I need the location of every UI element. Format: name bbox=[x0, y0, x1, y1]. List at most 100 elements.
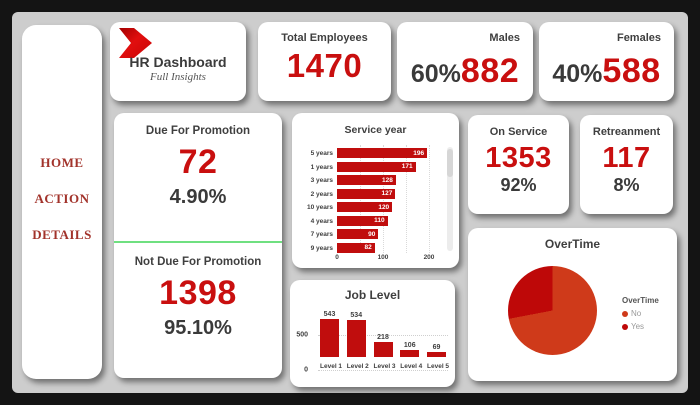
app-title: HR Dashboard bbox=[129, 54, 227, 70]
total-employees-value: 1470 bbox=[286, 47, 363, 84]
on-service-value: 1353 bbox=[485, 142, 552, 174]
males-percent: 60% bbox=[410, 60, 461, 88]
legend-dot-icon bbox=[622, 310, 628, 317]
logo-card: HR Dashboard Full Insights bbox=[110, 22, 246, 101]
retreanment-card: Retreanment 117 8% bbox=[580, 115, 673, 214]
bar-Level-2[interactable] bbox=[346, 319, 366, 357]
job-level-column: 69 bbox=[427, 308, 446, 357]
bar-value-label: 196 bbox=[413, 149, 425, 157]
job-level-column: 534 bbox=[346, 308, 366, 357]
males-card: Males 60% 882 bbox=[397, 22, 533, 101]
scrollbar-thumb[interactable] bbox=[447, 149, 453, 177]
bar-10-years[interactable]: 120 bbox=[337, 202, 393, 212]
bar-5-years[interactable]: 196 bbox=[337, 148, 428, 158]
legend-label: No bbox=[631, 309, 642, 318]
x-axis-tick: 200 bbox=[423, 254, 435, 261]
service-year-row: 7 years 90 bbox=[292, 228, 459, 241]
males-value: 882 bbox=[460, 52, 520, 90]
total-employees-card: Total Employees 1470 bbox=[258, 22, 391, 101]
gridline bbox=[383, 145, 384, 253]
gridline bbox=[360, 145, 361, 253]
job-level-plot: 0 500 543 534 218 106 69 Level 1 Level 2 Level 3 L… bbox=[296, 308, 450, 374]
bar-value-label: 90 bbox=[368, 230, 376, 238]
overtime-legend-title: OverTime bbox=[622, 296, 659, 305]
bar-value-label: 534 bbox=[350, 311, 363, 319]
legend-dot-icon bbox=[622, 323, 628, 330]
category-label: 4 years bbox=[310, 217, 333, 225]
green-divider bbox=[114, 241, 282, 243]
y-axis-tick: 500 bbox=[296, 331, 308, 339]
sidebar-item-details[interactable]: DETAILS bbox=[32, 227, 92, 242]
females-title: Females bbox=[616, 32, 661, 44]
scrollbar-track[interactable] bbox=[447, 147, 453, 251]
chevron-arrow-icon bbox=[119, 28, 152, 58]
service-year-chart-title: Service year bbox=[344, 124, 407, 136]
sidebar: HOME ACTION DETAILS bbox=[22, 25, 102, 379]
bar-Level-3[interactable] bbox=[373, 341, 393, 357]
app-subtitle: Full Insights bbox=[150, 71, 206, 83]
overtime-chart-card: OverTime OverTime No Yes bbox=[468, 228, 677, 381]
category-label: Level 2 bbox=[346, 363, 369, 370]
bar-9-years[interactable]: 82 bbox=[337, 242, 375, 253]
due-for-promotion-percent: 4.90% bbox=[169, 186, 227, 208]
category-label: 9 years bbox=[310, 244, 333, 252]
due-for-promotion-section: Due For Promotion 72 4.90% bbox=[114, 113, 282, 209]
retreanment-value: 117 bbox=[602, 142, 651, 174]
overtime-legend: OverTime No Yes bbox=[622, 296, 659, 335]
sidebar-item-home[interactable]: HOME bbox=[40, 155, 84, 170]
bar-1-years[interactable]: 171 bbox=[337, 161, 416, 172]
service-year-row: 2 years 127 bbox=[292, 188, 459, 201]
retreanment-percent: 8% bbox=[613, 175, 640, 195]
bar-Level-4[interactable] bbox=[400, 349, 420, 357]
bar-7-years[interactable]: 90 bbox=[337, 229, 379, 239]
bar-value-label: 543 bbox=[323, 311, 336, 318]
category-label: 7 years bbox=[310, 231, 333, 238]
bar-3-years[interactable]: 128 bbox=[337, 175, 396, 185]
retreanment-title: Retreanment bbox=[592, 126, 661, 138]
promotion-card: Due For Promotion 72 4.90% Not Due For P… bbox=[114, 113, 282, 378]
bar-Level-1[interactable] bbox=[320, 319, 339, 357]
on-service-title: On Service bbox=[489, 126, 548, 138]
bar-value-label: 128 bbox=[382, 176, 393, 184]
category-label: 5 years bbox=[310, 150, 333, 157]
gridline bbox=[406, 145, 407, 253]
job-level-column: 543 bbox=[320, 308, 339, 357]
service-year-plot: 5 years 196 1 years 171 3 years 128 2 years 127… bbox=[292, 145, 459, 253]
category-label: 3 years bbox=[310, 177, 333, 184]
bar-value-label: 82 bbox=[364, 244, 372, 251]
gridline bbox=[318, 335, 448, 336]
not-due-for-promotion-section: Not Due For Promotion 1398 95.10% bbox=[114, 244, 282, 340]
due-for-promotion-title: Due For Promotion bbox=[145, 125, 251, 137]
x-axis-tick: 0 bbox=[335, 254, 339, 261]
overtime-chart-title: OverTime bbox=[544, 237, 601, 251]
category-label: Level 5 bbox=[427, 363, 450, 370]
bar-value-label: 127 bbox=[381, 190, 393, 197]
bar-Level-5[interactable] bbox=[427, 352, 446, 357]
males-title: Males bbox=[489, 32, 520, 44]
job-level-chart-card: Job Level 0 500 543 534 218 106 69 Level 1 Level… bbox=[290, 280, 455, 387]
bar-value-label: 106 bbox=[403, 341, 416, 349]
category-label: 2 years bbox=[310, 190, 333, 198]
not-due-for-promotion-value: 1398 bbox=[159, 274, 237, 312]
bar-value-label: 120 bbox=[378, 203, 390, 211]
sidebar-item-action[interactable]: ACTION bbox=[34, 191, 90, 206]
overtime-pie[interactable] bbox=[508, 266, 597, 355]
total-employees-title: Total Employees bbox=[281, 32, 368, 44]
service-year-x-axis: 0 100 200 bbox=[292, 254, 459, 264]
on-service-card: On Service 1353 92% bbox=[468, 115, 569, 214]
category-label: 1 years bbox=[310, 163, 333, 171]
service-year-row: 3 years 128 bbox=[292, 174, 459, 187]
y-axis-tick: 0 bbox=[304, 366, 308, 374]
service-year-row: 4 years 110 bbox=[292, 215, 459, 228]
bar-value-label: 110 bbox=[374, 217, 385, 224]
category-label: Level 1 bbox=[320, 363, 343, 370]
bar-2-years[interactable]: 127 bbox=[337, 188, 396, 199]
bar-4-years[interactable]: 110 bbox=[337, 215, 388, 226]
service-year-row: 9 years 82 bbox=[292, 242, 459, 255]
job-level-chart-title: Job Level bbox=[344, 288, 401, 302]
females-card: Females 40% 588 bbox=[539, 22, 674, 101]
service-year-row: 10 years 120 bbox=[292, 201, 459, 214]
legend-item-yes[interactable]: Yes bbox=[622, 322, 659, 331]
legend-item-no[interactable]: No bbox=[622, 309, 659, 318]
legend-label: Yes bbox=[631, 322, 645, 331]
